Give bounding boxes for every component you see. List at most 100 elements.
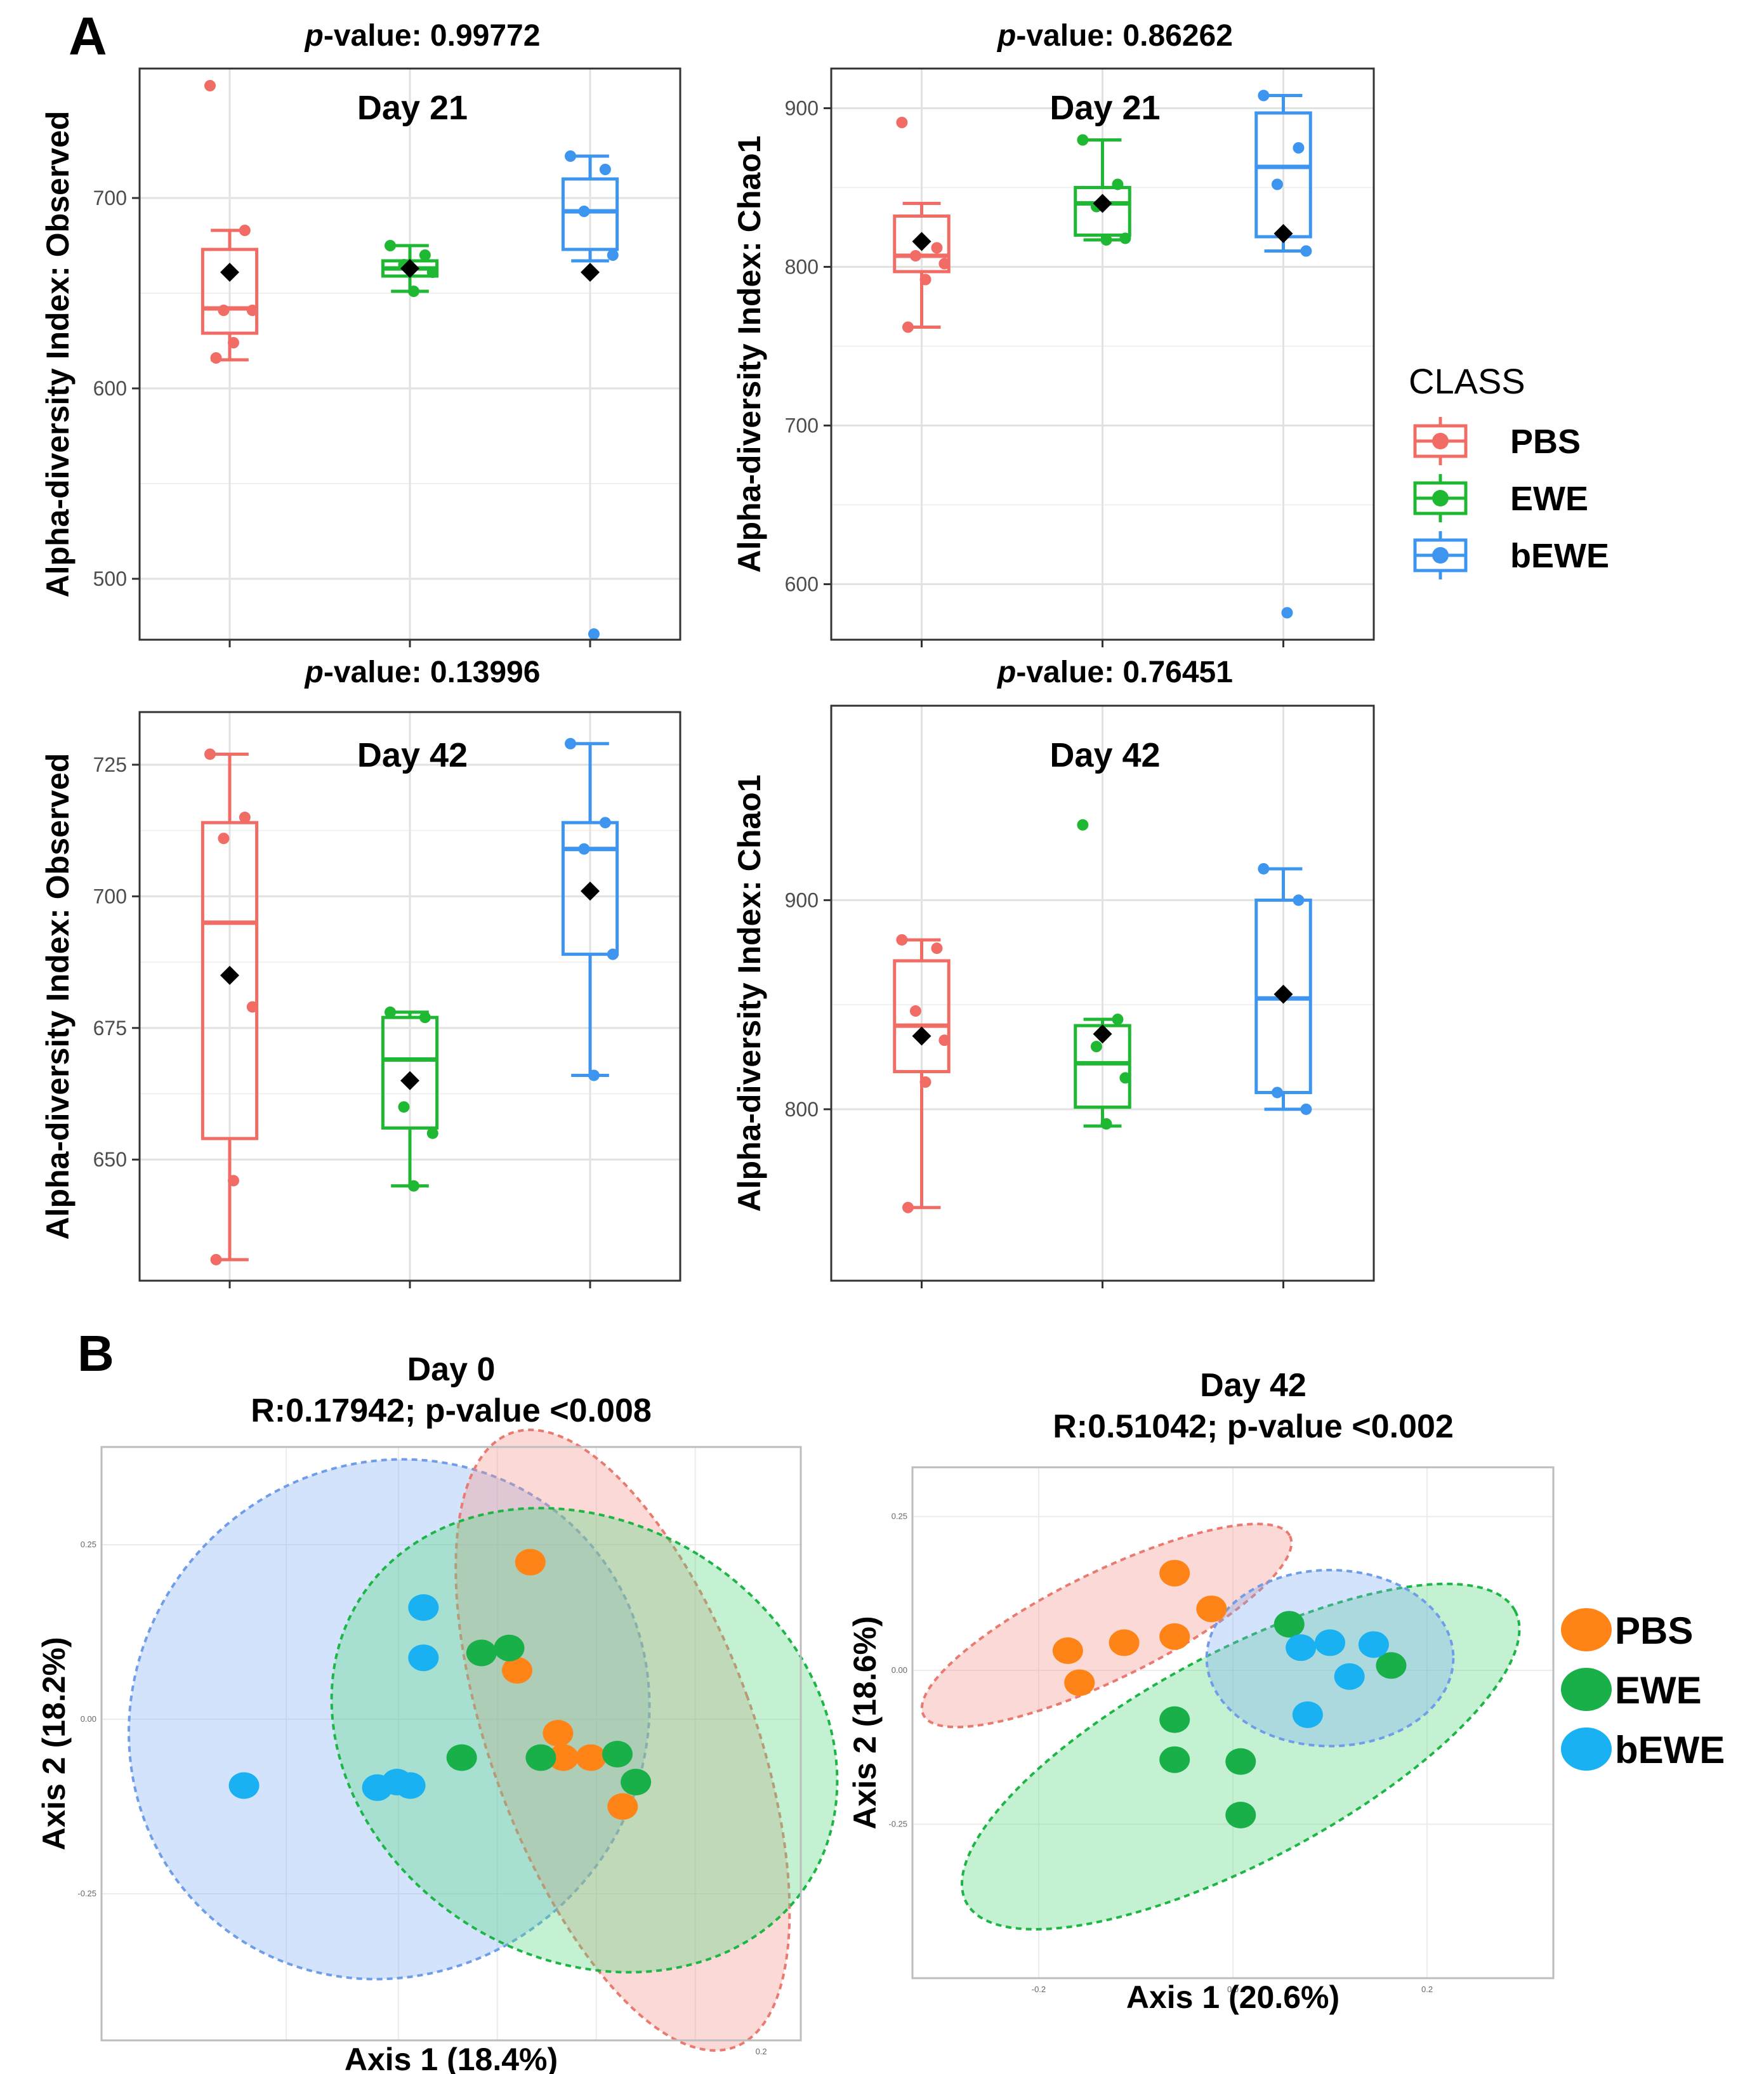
y-tick-label: 0.00 bbox=[81, 1714, 96, 1724]
y-tick-label: -0.25 bbox=[77, 1889, 96, 1898]
data-point bbox=[1271, 1087, 1283, 1099]
p-value-italic: p bbox=[304, 656, 324, 689]
mean-diamond bbox=[912, 232, 931, 251]
box-iqr bbox=[381, 1015, 439, 1130]
data-point bbox=[919, 1076, 931, 1088]
box-iqr bbox=[893, 215, 951, 274]
plot-background bbox=[102, 1447, 801, 2040]
mean-diamond bbox=[1093, 1024, 1112, 1044]
x-tick-label: -0.2 bbox=[1032, 1985, 1046, 1994]
box-group-bewe bbox=[561, 150, 619, 640]
y-tick-label: 650 bbox=[93, 1148, 127, 1171]
data-point bbox=[1358, 1631, 1389, 1658]
legend-item-bewe: bEWE bbox=[1561, 1727, 1725, 1771]
data-point bbox=[426, 267, 438, 278]
legend-label: bEWE bbox=[1510, 537, 1609, 575]
data-point bbox=[931, 942, 943, 954]
data-point bbox=[909, 1005, 921, 1017]
pcoa-plot-day0: 0.2 0.25 0.00 -0.25 Day 0 R:0.17942; p-value … bbox=[36, 1351, 839, 2074]
ellipse-bewe bbox=[128, 1458, 651, 1981]
data-point bbox=[1119, 1072, 1131, 1084]
p-value-text: -value: 0.99772 bbox=[324, 19, 541, 53]
y-tick-label: 700 bbox=[93, 885, 127, 908]
data-point bbox=[1052, 1637, 1083, 1665]
data-point bbox=[227, 337, 239, 348]
mean-diamond bbox=[1274, 984, 1293, 1004]
box-iqr bbox=[561, 177, 619, 251]
panel-title: Day 21 bbox=[357, 89, 468, 127]
legend-class: CLASS PBS EWE bEWE bbox=[1409, 361, 1609, 579]
y-tick-label: 800 bbox=[785, 1098, 819, 1121]
data-point bbox=[239, 225, 251, 236]
data-point bbox=[902, 1201, 914, 1213]
x-tick-label: 0.2 bbox=[1421, 1985, 1433, 1994]
legend-label: EWE bbox=[1615, 1669, 1702, 1712]
box-plot-observed-day42: 650 675 700 725 Day 42 p-value: 0.13996 Alpha-… bbox=[40, 656, 681, 1288]
data-point bbox=[384, 240, 396, 251]
data-point bbox=[588, 628, 600, 640]
mean-diamond bbox=[1093, 194, 1112, 213]
box-group-pbs bbox=[893, 934, 951, 1213]
p-value-label: p-value: 0.99772 bbox=[304, 19, 541, 53]
data-point bbox=[1119, 232, 1131, 244]
legend-pcoa: PBS EWE bEWE bbox=[1561, 1608, 1725, 1771]
data-point bbox=[384, 1006, 396, 1018]
data-point bbox=[407, 1180, 419, 1192]
data-point bbox=[446, 1744, 477, 1771]
data-point bbox=[525, 1744, 556, 1771]
data-point bbox=[1281, 607, 1293, 619]
legend-dot bbox=[1432, 490, 1449, 506]
panel-subtitle: R:0.51042; p-value <0.002 bbox=[1053, 1408, 1454, 1445]
data-point bbox=[543, 1720, 574, 1747]
legend-dot bbox=[1432, 547, 1449, 564]
y-tick-label: -0.25 bbox=[888, 1820, 907, 1829]
data-point bbox=[1159, 1706, 1190, 1733]
data-point bbox=[1286, 1634, 1317, 1661]
p-value-label: p-value: 0.86262 bbox=[996, 19, 1233, 53]
legend-dot bbox=[1561, 1608, 1612, 1651]
y-tick-label: 700 bbox=[785, 414, 819, 437]
x-axis-label: Axis 1 (18.4%) bbox=[345, 2042, 558, 2074]
data-point bbox=[607, 249, 619, 261]
y-tick-label: 0.25 bbox=[81, 1540, 96, 1549]
data-point bbox=[578, 843, 590, 855]
box-group-bewe bbox=[561, 737, 619, 1081]
data-point bbox=[466, 1639, 497, 1667]
y-axis-label: Alpha-diversity Index: Observed bbox=[40, 753, 76, 1240]
series-ewe bbox=[1159, 1611, 1407, 1828]
y-axis-label: Axis 2 (18.6%) bbox=[847, 1616, 883, 1829]
data-point bbox=[599, 817, 611, 829]
y-tick-label: 0.25 bbox=[892, 1512, 907, 1521]
box-group-pbs bbox=[893, 117, 951, 333]
mean-diamond bbox=[400, 1071, 419, 1090]
data-point bbox=[1271, 178, 1283, 190]
box-iqr bbox=[893, 959, 951, 1074]
panel-title: Day 42 bbox=[1200, 1367, 1307, 1404]
data-point bbox=[548, 1744, 579, 1771]
data-point bbox=[1159, 1559, 1190, 1587]
data-point bbox=[607, 948, 619, 960]
ellipse-bewe bbox=[1205, 1568, 1455, 1748]
mean-diamond bbox=[581, 882, 600, 901]
data-point bbox=[246, 1001, 258, 1013]
data-point bbox=[398, 1101, 410, 1113]
data-point bbox=[228, 1772, 260, 1799]
box-group-ewe bbox=[381, 240, 439, 297]
data-point bbox=[1112, 1014, 1124, 1026]
legend-dot bbox=[1432, 433, 1449, 449]
panel-title: Day 42 bbox=[357, 736, 468, 774]
legend-item-pbs: PBS bbox=[1413, 417, 1581, 465]
data-point bbox=[1100, 1118, 1112, 1130]
data-point bbox=[362, 1774, 393, 1801]
data-point bbox=[408, 1594, 439, 1621]
legend-item-pbs: PBS bbox=[1561, 1608, 1693, 1652]
p-value-italic: p bbox=[304, 19, 324, 53]
data-point bbox=[1077, 134, 1089, 146]
data-point bbox=[909, 250, 921, 261]
y-tick-label: 900 bbox=[785, 888, 819, 911]
legend-label: PBS bbox=[1510, 423, 1581, 461]
data-point bbox=[1159, 1746, 1190, 1773]
data-point bbox=[1315, 1629, 1346, 1656]
data-point bbox=[210, 1253, 222, 1265]
